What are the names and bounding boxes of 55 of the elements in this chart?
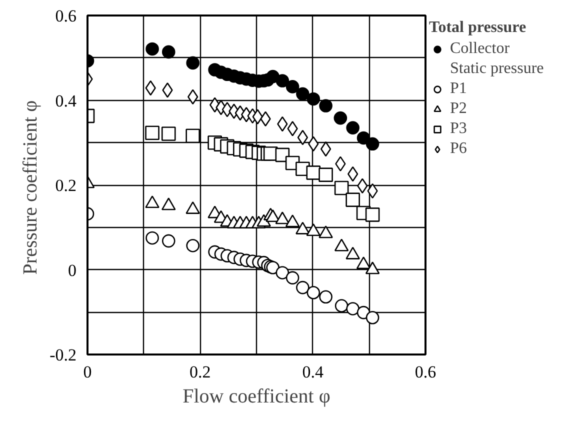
point xyxy=(296,87,310,101)
point xyxy=(186,238,200,252)
legend-label: P6 xyxy=(450,139,468,159)
point xyxy=(161,126,176,141)
x-tick-label: 0.4 xyxy=(302,362,324,382)
point xyxy=(186,56,200,70)
point xyxy=(306,166,321,180)
point xyxy=(276,266,290,280)
point xyxy=(346,302,360,316)
point xyxy=(346,121,360,134)
point xyxy=(252,109,263,124)
point xyxy=(357,178,368,194)
point xyxy=(162,234,176,248)
y-axis-title: Pressure coefficient φ xyxy=(20,100,42,275)
point xyxy=(297,130,308,146)
point xyxy=(146,231,159,245)
point xyxy=(366,310,380,324)
point xyxy=(162,45,176,59)
y-tick-label: 0.2 xyxy=(55,176,76,195)
x-tick-label: 0 xyxy=(83,362,92,382)
point xyxy=(306,92,320,106)
point xyxy=(145,126,160,140)
point xyxy=(334,180,349,196)
point xyxy=(366,137,380,151)
point xyxy=(318,168,333,182)
point xyxy=(296,280,310,294)
point xyxy=(356,131,370,145)
point xyxy=(335,156,346,172)
point xyxy=(319,290,332,304)
point xyxy=(276,74,290,88)
x-tick-label: 0.6 xyxy=(414,362,436,382)
point xyxy=(306,286,320,300)
y-tick-label: 0.4 xyxy=(55,91,77,110)
point xyxy=(319,99,332,112)
point xyxy=(186,128,200,143)
x-axis-title: Flow coefficient φ xyxy=(182,386,330,408)
y-tick-label: -0.2 xyxy=(50,346,77,364)
point xyxy=(266,260,280,274)
y-tick-label: 0.6 xyxy=(55,6,76,26)
point xyxy=(346,192,360,207)
x-tick-label: 0.2 xyxy=(190,362,211,382)
point xyxy=(286,80,300,94)
point xyxy=(286,271,300,284)
legend-label: P3 xyxy=(450,119,468,139)
point xyxy=(365,208,380,222)
point xyxy=(146,42,159,56)
text: Static pressure xyxy=(450,60,544,77)
legend-label: P1 xyxy=(450,79,468,99)
legend-label: Collector xyxy=(450,39,510,59)
point xyxy=(334,111,348,125)
y-tick-label: 0 xyxy=(68,260,76,280)
point xyxy=(334,299,348,312)
point xyxy=(320,141,332,157)
text: Total pressure xyxy=(429,19,526,36)
legend-label: P2 xyxy=(450,99,468,119)
